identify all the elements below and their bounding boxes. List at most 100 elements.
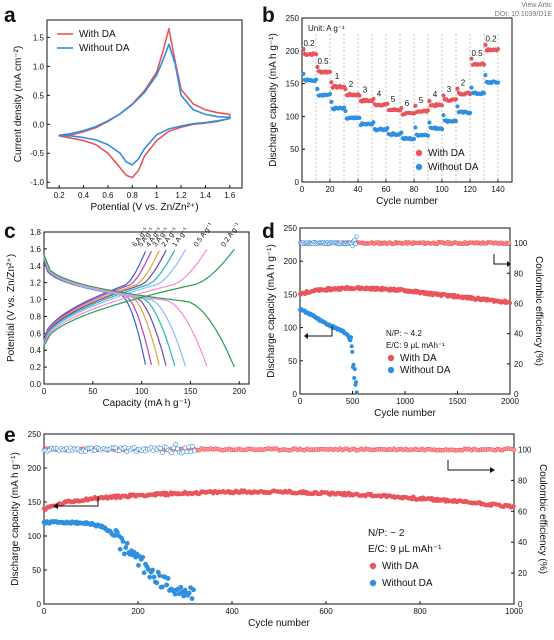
charge-curve bbox=[43, 249, 208, 346]
y2-tick-label: 60 bbox=[518, 507, 527, 516]
rate-point-with-da bbox=[413, 103, 418, 108]
rate-point-with-da bbox=[495, 46, 501, 52]
capacity-point-without-da bbox=[354, 380, 359, 385]
panel-b: 0 20 40 60 80 100 120 140 0 50 100 150 200 250 Cycle n… bbox=[268, 14, 513, 207]
y2-tick-label: 100 bbox=[518, 445, 532, 454]
rate-point-without-da bbox=[413, 125, 418, 130]
plot-frame bbox=[43, 231, 250, 385]
y-tick-label: 0.5 bbox=[33, 91, 45, 100]
rate-label: 1 bbox=[335, 72, 340, 81]
y-tick-label: 50 bbox=[32, 566, 41, 575]
x-tick-label: 80 bbox=[410, 185, 419, 194]
rate-point-without-da bbox=[315, 86, 320, 92]
charge-curve bbox=[43, 250, 152, 342]
view-article-link[interactable]: View Artic bbox=[521, 2, 552, 9]
ce-point-without-da bbox=[158, 446, 163, 451]
legend-with-da-swatch bbox=[415, 149, 423, 157]
legend-with-da-label: With DA bbox=[400, 353, 437, 364]
y2-tick-label: 20 bbox=[514, 360, 523, 369]
discharge-curve bbox=[43, 256, 187, 367]
x-tick-label: 40 bbox=[354, 185, 363, 194]
x-tick-label: 100 bbox=[135, 387, 149, 396]
annotation-np: N/P: ~ 4.2 bbox=[386, 329, 422, 338]
legend-without-da-swatch bbox=[415, 163, 423, 171]
y-tick-label: 1.0 bbox=[30, 296, 42, 305]
rate-point-with-da bbox=[439, 103, 445, 108]
charge-curve bbox=[43, 249, 176, 344]
capacity-point-without-da bbox=[352, 376, 357, 381]
ce-point-without-da bbox=[122, 445, 128, 450]
charge-curve bbox=[43, 250, 160, 342]
rate-label: 0.2 A g⁻¹ bbox=[220, 221, 242, 248]
rate-point-with-da bbox=[357, 93, 362, 98]
rate-label: 2 bbox=[461, 78, 466, 87]
cv-curve-without-da bbox=[58, 43, 231, 166]
rate-point-with-da bbox=[327, 69, 333, 74]
capacity-point-without-da bbox=[124, 540, 130, 546]
capacity-point-without-da bbox=[136, 562, 141, 568]
x-tick-label: 1500 bbox=[449, 397, 467, 406]
y-tick-label: 1.6 bbox=[30, 245, 42, 254]
rate-label: 0.5 bbox=[471, 49, 483, 58]
rate-label: 0.5 A g⁻¹ bbox=[193, 221, 215, 248]
ce-point-without-da bbox=[175, 446, 180, 452]
y-tick-label: 200 bbox=[284, 257, 298, 266]
y-tick-label: 0.6 bbox=[30, 329, 42, 338]
arrow-right-axis bbox=[493, 254, 507, 265]
capacity-point-without-da bbox=[354, 390, 359, 395]
x-tick-label: 0 bbox=[42, 607, 47, 616]
arrow-right-head bbox=[507, 261, 511, 267]
x-tick-label: 400 bbox=[225, 607, 239, 616]
x-tick-label: 1.4 bbox=[200, 191, 212, 200]
y-tick-label: 1.0 bbox=[33, 62, 45, 71]
ce-point-without-da bbox=[160, 450, 165, 456]
rate-label: 3 bbox=[447, 85, 452, 94]
y-tick-label: 1.8 bbox=[30, 228, 42, 237]
legend-with-da-label: With DA bbox=[428, 148, 465, 159]
ce-point-without-da bbox=[192, 448, 197, 454]
y-tick-label: 0 bbox=[293, 390, 298, 399]
y2-tick-label: 40 bbox=[518, 538, 527, 547]
ce-point-without-da bbox=[184, 449, 190, 455]
capacity-point-without-da bbox=[351, 362, 356, 367]
rate-point-without-da bbox=[467, 110, 473, 116]
charge-curve bbox=[43, 251, 147, 341]
y-tick-label: 0.0 bbox=[33, 120, 45, 129]
rate-point-with-da bbox=[343, 87, 348, 92]
legend-with-da-swatch bbox=[387, 354, 395, 362]
corner-header: View Artic DOI: 10.1039/D1E bbox=[495, 1, 552, 19]
ce-point-without-da bbox=[353, 241, 358, 246]
capacity-point-without-da bbox=[151, 574, 157, 580]
capacity-point-without-da bbox=[186, 590, 192, 596]
y2-axis-label: Coulombic efficiency (%) bbox=[537, 464, 548, 574]
y2-tick-label: 20 bbox=[518, 569, 527, 578]
rate-point-without-da bbox=[453, 118, 459, 124]
rate-point-without-da bbox=[469, 85, 474, 90]
x-tick-label: 1.6 bbox=[224, 191, 236, 200]
charge-curve bbox=[43, 250, 167, 343]
rate-point-without-da bbox=[439, 127, 445, 132]
arrow-left-axis bbox=[58, 496, 99, 507]
y-tick-label: 1.5 bbox=[33, 33, 45, 42]
legend-without-da-swatch bbox=[369, 579, 377, 587]
rate-point-with-da bbox=[385, 101, 390, 106]
rate-point-without-da bbox=[455, 104, 460, 109]
y2-tick-label: 80 bbox=[514, 269, 523, 278]
legend-with-da-label: With DA bbox=[382, 561, 419, 572]
rate-point-without-da bbox=[411, 136, 417, 141]
rate-point-with-da bbox=[469, 56, 474, 61]
y-tick-label: 50 bbox=[288, 357, 297, 366]
rate-point-without-da bbox=[329, 99, 334, 105]
capacity-point-with-da bbox=[511, 503, 516, 509]
capacity-point-without-da bbox=[189, 596, 195, 601]
y-tick-label: 0.4 bbox=[30, 346, 42, 355]
annotation-ec: E/C: 9 μL mAh⁻¹ bbox=[368, 544, 442, 555]
ce-point-without-da bbox=[131, 445, 137, 450]
x-tick-label: 120 bbox=[463, 185, 477, 194]
y2-tick-label: 80 bbox=[518, 476, 527, 485]
panel-letter-a: a bbox=[4, 4, 16, 27]
y-tick-label: 100 bbox=[286, 112, 300, 121]
doi-text: DOI: 10.1039/D1E bbox=[494, 11, 552, 18]
legend-without-da-label: Without DA bbox=[400, 365, 451, 376]
